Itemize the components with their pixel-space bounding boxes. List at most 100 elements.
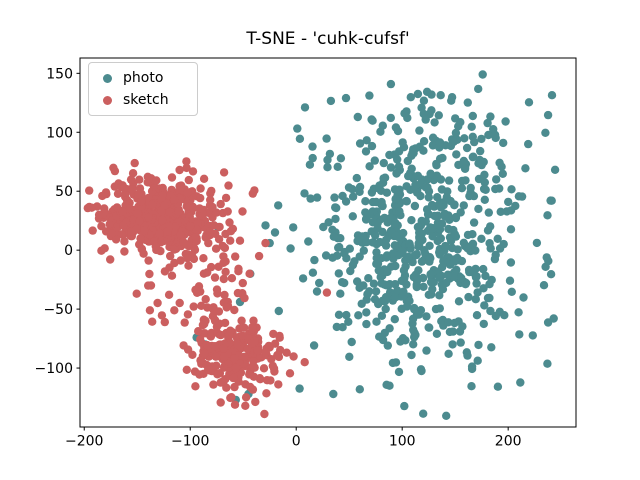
scatter-point [229, 373, 238, 383]
scatter-point [210, 342, 220, 351]
scatter-point [407, 216, 416, 225]
scatter-point [446, 196, 455, 206]
scatter-point [495, 244, 505, 253]
legend-marker-photo [103, 73, 112, 83]
scatter-point [328, 225, 337, 234]
scatter-point [196, 335, 205, 344]
scatter-point [426, 169, 435, 178]
scatter-point [85, 186, 94, 195]
scatter-point [448, 340, 457, 349]
y-tick-label: 150 [46, 66, 73, 82]
scatter-point [196, 193, 205, 203]
scatter-point [417, 103, 426, 112]
scatter-point [463, 98, 472, 107]
scatter-point [365, 210, 374, 219]
scatter-point [410, 305, 419, 314]
scatter-point [342, 310, 351, 320]
scatter-point [213, 370, 222, 379]
scatter-point [402, 182, 411, 191]
scatter-point [208, 202, 217, 212]
scatter-point [377, 311, 387, 320]
scatter-point [474, 204, 483, 214]
scatter-point [196, 356, 205, 365]
scatter-point [507, 185, 516, 194]
scatter-point [139, 226, 149, 235]
scatter-point [430, 211, 439, 221]
scatter-point [106, 255, 115, 264]
scatter-point [211, 352, 220, 361]
scatter-point [375, 184, 384, 193]
scatter-point [372, 317, 381, 326]
scatter-point [262, 389, 271, 398]
scatter-point [329, 232, 338, 241]
scatter-point [227, 393, 236, 402]
scatter-point [539, 281, 549, 290]
scatter-point [308, 268, 318, 277]
scatter-point [234, 267, 243, 276]
scatter-point [261, 347, 270, 357]
scatter-point [183, 345, 193, 354]
scatter-point [175, 165, 184, 175]
scatter-point [137, 197, 146, 206]
scatter-point [176, 256, 185, 265]
scatter-point [443, 187, 452, 196]
scatter-point [219, 252, 228, 261]
scatter-point [249, 357, 258, 366]
scatter-point [335, 242, 344, 252]
scatter-point [341, 93, 351, 103]
scatter-point [251, 397, 260, 407]
scatter-point [429, 224, 438, 233]
scatter-point [463, 351, 472, 360]
scatter-point [487, 275, 496, 285]
scatter-point [210, 315, 220, 325]
scatter-point [386, 113, 395, 123]
scatter-point [274, 306, 283, 316]
scatter-point [393, 126, 403, 136]
scatter-point [452, 265, 461, 274]
scatter-point [479, 264, 488, 274]
scatter-point [230, 400, 240, 409]
scatter-point [479, 284, 488, 293]
scatter-point [511, 201, 520, 211]
scatter-point [417, 229, 427, 238]
scatter-point [472, 311, 482, 320]
scatter-point [456, 338, 465, 347]
scatter-point [189, 302, 198, 311]
scatter-point [413, 171, 423, 180]
scatter-point [484, 208, 493, 217]
x-tick-label: 100 [389, 434, 416, 450]
scatter-point [480, 301, 489, 310]
scatter-point [472, 279, 481, 288]
scatter-point [453, 245, 462, 254]
scatter-point [413, 89, 423, 99]
scatter-point [501, 117, 510, 126]
scatter-point [550, 165, 560, 174]
scatter-point [158, 215, 167, 225]
scatter-point [469, 218, 479, 227]
scatter-point [543, 359, 552, 368]
scatter-point [202, 340, 212, 350]
scatter-point [435, 138, 445, 147]
scatter-point [474, 340, 483, 350]
scatter-point [336, 289, 345, 298]
scatter-point [497, 162, 506, 171]
scatter-point [127, 227, 136, 236]
scatter-point [399, 266, 409, 275]
scatter-point [215, 222, 224, 232]
scatter-point [216, 330, 225, 340]
scatter-point [329, 389, 338, 399]
scatter-point [444, 349, 453, 358]
scatter-point [524, 98, 534, 107]
scatter-point [322, 288, 332, 297]
scatter-point [94, 210, 104, 219]
scatter-point [170, 222, 180, 231]
scatter-point [435, 221, 444, 230]
scatter-point [231, 363, 241, 373]
scatter-point [139, 249, 148, 258]
scatter-point [461, 280, 470, 289]
scatter-point [449, 225, 458, 235]
scatter-point [378, 227, 387, 237]
legend-marker-sketch [103, 95, 112, 105]
scatter-point [274, 380, 283, 389]
scatter-point [391, 194, 400, 203]
